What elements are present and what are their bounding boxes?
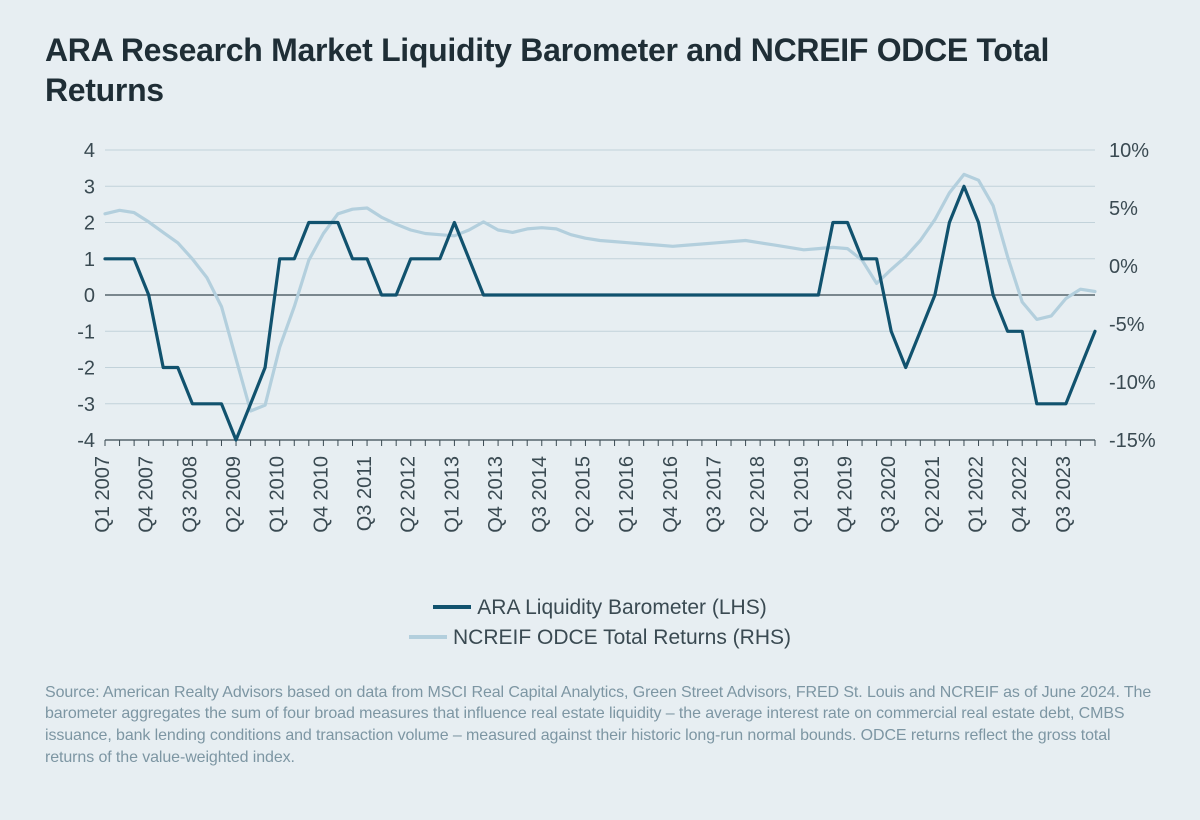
svg-text:Q3 2020: Q3 2020 — [878, 456, 900, 533]
svg-text:4: 4 — [84, 140, 95, 162]
svg-text:Q1 2022: Q1 2022 — [966, 456, 988, 533]
svg-text:2: 2 — [84, 213, 95, 235]
svg-text:Q3 2008: Q3 2008 — [179, 456, 201, 533]
chart-title: ARA Research Market Liquidity Barometer … — [45, 30, 1155, 110]
svg-text:Q1 2016: Q1 2016 — [616, 456, 638, 533]
legend-label-ara: ARA Liquidity Barometer (LHS) — [477, 596, 766, 619]
svg-text:0: 0 — [84, 285, 95, 307]
legend-swatch-ara — [433, 605, 471, 609]
svg-text:-2: -2 — [77, 358, 95, 380]
svg-text:Q3 2017: Q3 2017 — [703, 456, 725, 533]
svg-text:-10%: -10% — [1109, 372, 1155, 394]
svg-text:Q2 2009: Q2 2009 — [223, 456, 245, 533]
svg-text:Q2 2012: Q2 2012 — [398, 456, 420, 533]
svg-text:Q4 2007: Q4 2007 — [136, 456, 158, 533]
svg-text:-1: -1 — [77, 321, 95, 343]
chart-legend: ARA Liquidity Barometer (LHS) NCREIF ODC… — [45, 585, 1155, 654]
svg-text:Q3 2011: Q3 2011 — [354, 456, 376, 531]
svg-text:Q4 2010: Q4 2010 — [310, 456, 332, 533]
svg-text:Q1 2019: Q1 2019 — [791, 456, 813, 533]
legend-item-ara: ARA Liquidity Barometer (LHS) — [45, 593, 1155, 623]
svg-text:Q4 2013: Q4 2013 — [485, 456, 507, 533]
svg-text:Q2 2021: Q2 2021 — [922, 456, 944, 533]
svg-text:Q2 2015: Q2 2015 — [572, 456, 594, 533]
svg-text:Q3 2014: Q3 2014 — [529, 456, 551, 533]
svg-text:10%: 10% — [1109, 140, 1149, 162]
svg-text:Q4 2019: Q4 2019 — [835, 456, 857, 533]
svg-text:Q2 2018: Q2 2018 — [747, 456, 769, 533]
svg-text:-5%: -5% — [1109, 314, 1145, 336]
svg-text:-15%: -15% — [1109, 430, 1155, 452]
chart-container: ARA Research Market Liquidity Barometer … — [0, 0, 1200, 820]
svg-text:0%: 0% — [1109, 256, 1138, 278]
chart-area: 4 3 2 1 0 -1 -2 -3 -4 10% 5% 0% -5% -10% -15% Q1 2007 Q4… — [45, 140, 1155, 654]
svg-text:Q1 2007: Q1 2007 — [92, 456, 114, 533]
svg-text:5%: 5% — [1109, 198, 1138, 220]
line-chart-svg: 4 3 2 1 0 -1 -2 -3 -4 10% 5% 0% -5% -10% -15% Q1 2007 Q4… — [45, 140, 1155, 580]
svg-text:Q1 2013: Q1 2013 — [441, 456, 463, 533]
svg-text:Q4 2016: Q4 2016 — [660, 456, 682, 533]
legend-item-ncreif: NCREIF ODCE Total Returns (RHS) — [45, 623, 1155, 653]
svg-text:3: 3 — [84, 176, 95, 198]
svg-text:1: 1 — [84, 249, 95, 271]
legend-label-ncreif: NCREIF ODCE Total Returns (RHS) — [453, 626, 791, 649]
svg-text:-3: -3 — [77, 394, 95, 416]
source-note: Source: American Realty Advisors based o… — [45, 682, 1155, 768]
svg-text:Q1 2010: Q1 2010 — [267, 456, 289, 533]
svg-text:Q4 2022: Q4 2022 — [1009, 456, 1031, 533]
svg-text:Q3 2023: Q3 2023 — [1053, 456, 1075, 533]
svg-text:-4: -4 — [77, 430, 95, 452]
legend-swatch-ncreif — [409, 635, 447, 639]
